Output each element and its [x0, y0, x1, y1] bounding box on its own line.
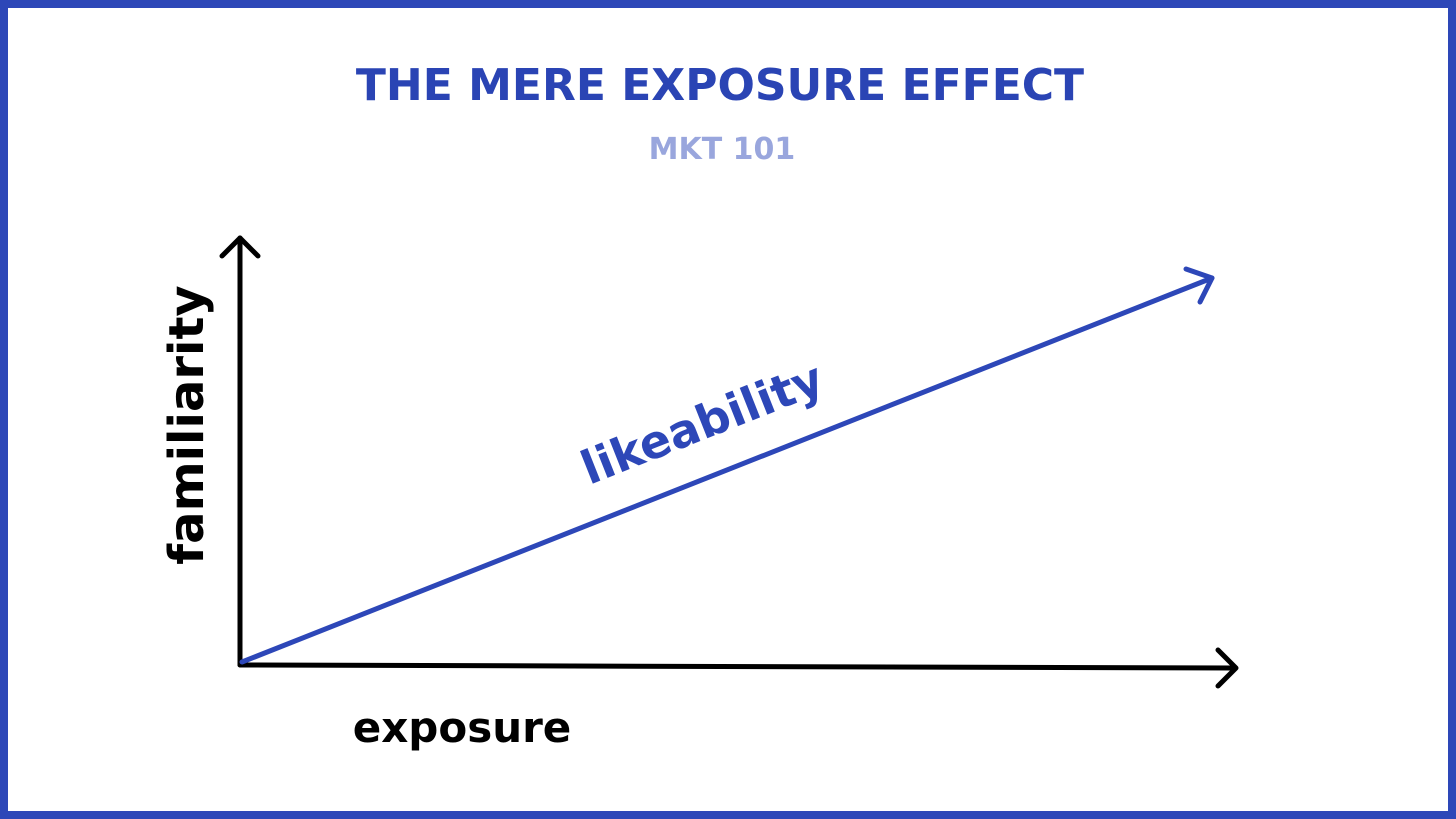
y-axis-label: familiarity — [159, 285, 215, 564]
x-axis-label: exposure — [353, 703, 572, 752]
x-arrow — [1215, 647, 1239, 689]
trend-arrow — [1183, 266, 1215, 305]
x-axis — [237, 662, 1237, 671]
subtitle: MKT 101 — [649, 132, 796, 167]
trend — [239, 266, 1215, 665]
y-arrow — [219, 235, 261, 259]
axes — [219, 235, 1239, 689]
trend-line — [239, 275, 1215, 665]
title: THE MERE EXPOSURE EFFECT — [356, 60, 1084, 111]
